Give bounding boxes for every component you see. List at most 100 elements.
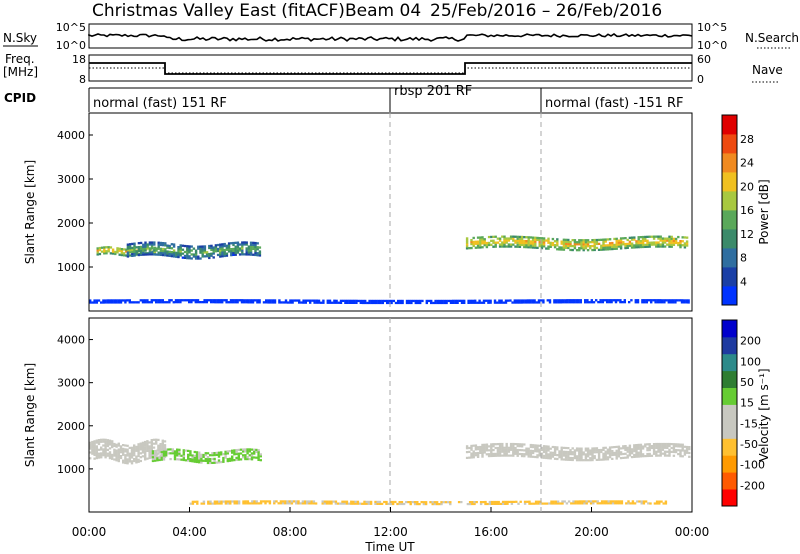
range-cell: [346, 301, 349, 304]
range-cell: [130, 460, 134, 463]
range-cell: [670, 446, 673, 450]
range-cell: [128, 299, 131, 302]
range-cell: [488, 502, 492, 506]
range-cell: [323, 500, 327, 503]
range-cell: [225, 301, 228, 304]
range-cell: [659, 442, 662, 446]
range-cell: [556, 240, 559, 243]
range-cell: [523, 241, 526, 245]
range-cell: [520, 455, 524, 458]
range-cell: [146, 457, 149, 460]
range-cell: [203, 299, 206, 302]
range-cell: [154, 455, 157, 458]
range-cell: [474, 452, 478, 455]
range-cell: [165, 448, 168, 451]
range-cell: [650, 299, 653, 302]
range-cell: [551, 237, 555, 241]
range-cell: [637, 236, 640, 239]
range-cell: [418, 503, 421, 506]
range-cell: [146, 449, 149, 452]
range-cell: [527, 453, 530, 456]
range-cell: [534, 242, 537, 245]
range-cell: [104, 450, 107, 453]
range-cell: [117, 444, 120, 447]
range-cell: [293, 299, 296, 302]
range-cell: [630, 238, 634, 241]
colorbar-swatch: [722, 229, 737, 249]
range-cell: [195, 455, 199, 458]
range-cell: [490, 443, 493, 446]
range-cell: [257, 449, 260, 452]
range-cell: [545, 453, 548, 456]
range-cell: [95, 451, 98, 454]
range-cell: [652, 446, 656, 450]
ytick-label: 1000: [57, 261, 85, 274]
range-cell: [525, 453, 528, 456]
range-cell: [597, 454, 601, 458]
range-cell: [681, 445, 684, 448]
range-cell: [575, 243, 579, 246]
colorbar-tick: 8: [740, 252, 747, 265]
range-cell: [597, 452, 601, 456]
range-cell: [456, 301, 459, 304]
range-cell: [523, 245, 526, 249]
range-cell: [161, 253, 165, 257]
range-cell: [224, 450, 227, 453]
range-cell: [496, 454, 500, 457]
range-cell: [571, 239, 574, 242]
range-cell: [573, 457, 577, 460]
range-cell: [659, 245, 662, 248]
range-cell: [534, 448, 537, 451]
range-cell: [210, 301, 213, 304]
range-cell: [219, 253, 222, 256]
range-cell: [677, 453, 680, 456]
range-cell: [666, 243, 669, 246]
range-cell: [117, 299, 120, 302]
range-cell: [102, 444, 105, 447]
range-cell: [615, 239, 618, 242]
cpid-row: CPID normal (fast) 151 RF rbsp 201 RF no…: [4, 84, 692, 112]
range-cell: [514, 446, 517, 450]
range-cell: [144, 241, 147, 244]
range-cell: [162, 456, 166, 459]
range-cell: [500, 301, 503, 304]
range-cell: [230, 254, 233, 257]
range-cell: [246, 456, 249, 459]
range-cell: [542, 243, 546, 246]
range-cell: [639, 239, 643, 243]
range-cell: [655, 241, 658, 244]
range-cell: [148, 445, 151, 448]
range-cell: [516, 448, 519, 452]
range-cell: [328, 299, 332, 302]
range-cell: [160, 456, 163, 459]
range-cell: [567, 240, 570, 244]
range-cell: [258, 254, 262, 257]
range-cell: [496, 237, 500, 240]
colorbar-tick: 200: [740, 335, 761, 348]
range-cell: [540, 237, 544, 240]
range-cell: [470, 242, 473, 246]
range-cell: [630, 448, 634, 451]
time-axis: 00:00 04:00 08:00 12:00 16:00 20:00 00:00: [72, 507, 709, 539]
range-cell: [564, 244, 568, 247]
range-cell: [569, 244, 572, 248]
range-cell: [230, 252, 233, 255]
range-cell: [126, 255, 130, 258]
range-cell: [126, 450, 129, 453]
range-cell: [606, 458, 610, 461]
range-cell: [259, 455, 262, 458]
range-cell: [542, 245, 546, 248]
range-cell: [617, 449, 621, 452]
range-cell: [295, 500, 298, 503]
range-cell: [100, 448, 103, 451]
range-cell: [525, 246, 528, 249]
range-cell: [108, 455, 112, 458]
range-cell: [253, 456, 256, 459]
range-cell: [586, 249, 590, 252]
range-cell: [523, 239, 526, 243]
range-cell: [562, 246, 566, 249]
range-cell: [490, 500, 494, 504]
range-cell: [124, 444, 127, 447]
range-cell: [470, 452, 473, 455]
range-cell: [570, 299, 574, 302]
